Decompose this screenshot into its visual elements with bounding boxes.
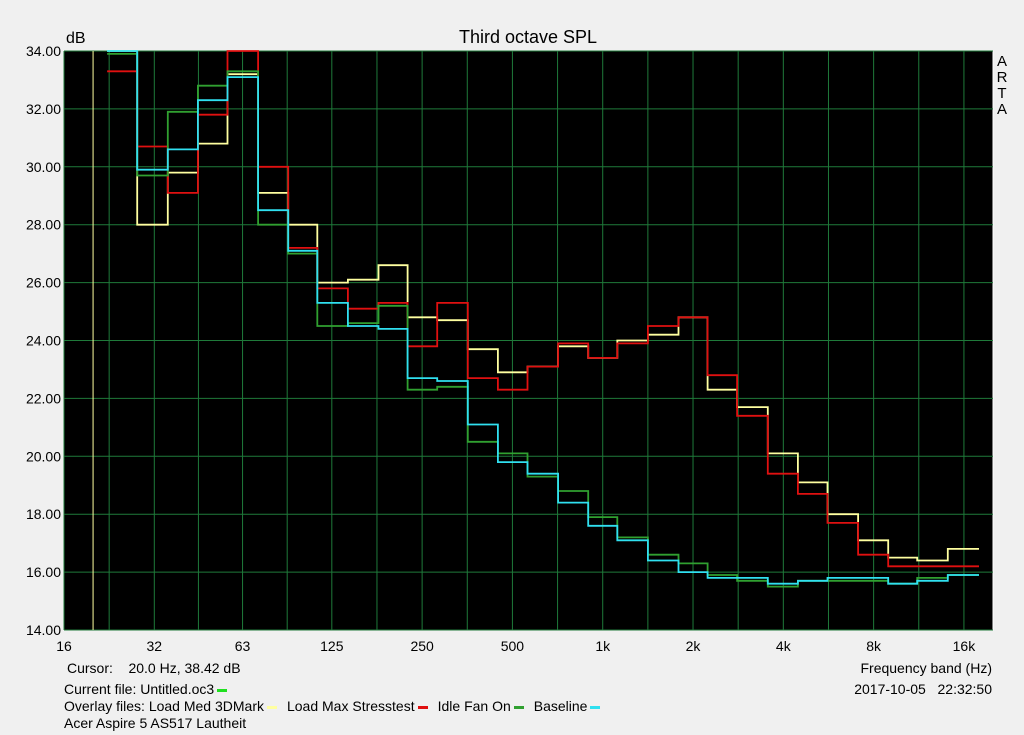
x-tick-label: 4k <box>776 638 792 654</box>
y-tick-label: 14.00 <box>26 622 61 638</box>
chart-title: Third octave SPL <box>459 27 597 47</box>
y-tick-label: 20.00 <box>26 448 61 464</box>
y-tick-label: 26.00 <box>26 275 61 291</box>
x-tick-label: 16k <box>953 638 977 654</box>
y-tick-label: 34.00 <box>26 43 61 59</box>
legend-swatch <box>417 705 428 709</box>
y-tick-label: 28.00 <box>26 217 61 233</box>
legend-entry-1: Load Med 3DMark <box>149 698 283 714</box>
current-file-swatch <box>217 688 228 692</box>
overlay-label: Overlay files: <box>64 698 145 714</box>
device-title: Acer Aspire 5 AS517 Lautheit <box>64 715 247 731</box>
x-tick-label: 63 <box>235 638 251 654</box>
grid-lines <box>63 50 993 631</box>
legend-name: Load Max Stresstest <box>286 698 415 714</box>
x-tick-label: 1k <box>595 638 611 654</box>
overlay-files-line: Overlay files: Load Med 3DMark Load Max S… <box>64 697 610 715</box>
legend-swatch <box>266 705 277 709</box>
x-tick-label: 16 <box>56 638 72 654</box>
series-group <box>107 50 979 588</box>
x-tick-label: 2k <box>686 638 702 654</box>
frequency-band-label: Frequency band (Hz) <box>860 660 992 676</box>
legend-entry-3: Idle Fan On <box>438 698 530 714</box>
x-tick-label: 32 <box>147 638 163 654</box>
y-tick-label: 18.00 <box>26 506 61 522</box>
current-file-label: Current file: <box>64 681 137 697</box>
series-line-4 <box>107 50 979 585</box>
watermark-letter: R <box>997 69 1008 86</box>
legend-name: Baseline <box>533 698 588 714</box>
cursor-readout: Cursor: 20.0 Hz, 38.42 dB <box>67 659 241 677</box>
legend-entry-2: Load Max Stresstest <box>287 698 434 714</box>
x-tick-label: 125 <box>320 638 344 654</box>
legend-name: Load Med 3DMark <box>148 698 264 714</box>
cursor-value: 20.0 Hz, 38.42 dB <box>128 660 241 676</box>
legend-entry-4: Baseline <box>534 698 607 714</box>
watermark-letter: A <box>997 101 1007 118</box>
legend-swatch <box>590 705 601 709</box>
spl-chart: Third octave SPL dB 14.00 16.00 18.00 20.00… <box>26 27 1008 654</box>
current-file-line: Current file: Untitled.oc3 <box>64 680 233 698</box>
y-tick-label: 32.00 <box>26 101 61 117</box>
y-tick-label: 22.00 <box>26 390 61 406</box>
watermark-letter: A <box>997 53 1007 70</box>
legend-swatch <box>513 705 524 709</box>
y-axis-label: dB <box>66 30 86 47</box>
series-line-2 <box>107 50 979 568</box>
x-tick-label: 500 <box>501 638 525 654</box>
x-tick-label: 8k <box>866 638 882 654</box>
legend: Load Med 3DMark Load Max Stresstest Idle F… <box>149 698 611 714</box>
current-file-value: Untitled.oc3 <box>140 681 215 697</box>
watermark-letter: T <box>997 85 1006 102</box>
y-tick-labels: 14.00 16.00 18.00 20.00 22.00 24.00 26.00 28.00… <box>26 43 61 638</box>
cursor-label: Cursor: <box>67 660 113 676</box>
legend-name: Idle Fan On <box>437 698 511 714</box>
y-tick-label: 24.00 <box>26 333 61 349</box>
y-tick-label: 16.00 <box>26 564 61 580</box>
y-tick-label: 30.00 <box>26 159 61 175</box>
timestamp: 2017-10-05 22:32:50 <box>854 681 992 697</box>
x-tick-label: 250 <box>410 638 434 654</box>
x-tick-labels: 16 32 63 125 250 500 1k 2k 4k 8k 16k <box>56 638 976 654</box>
